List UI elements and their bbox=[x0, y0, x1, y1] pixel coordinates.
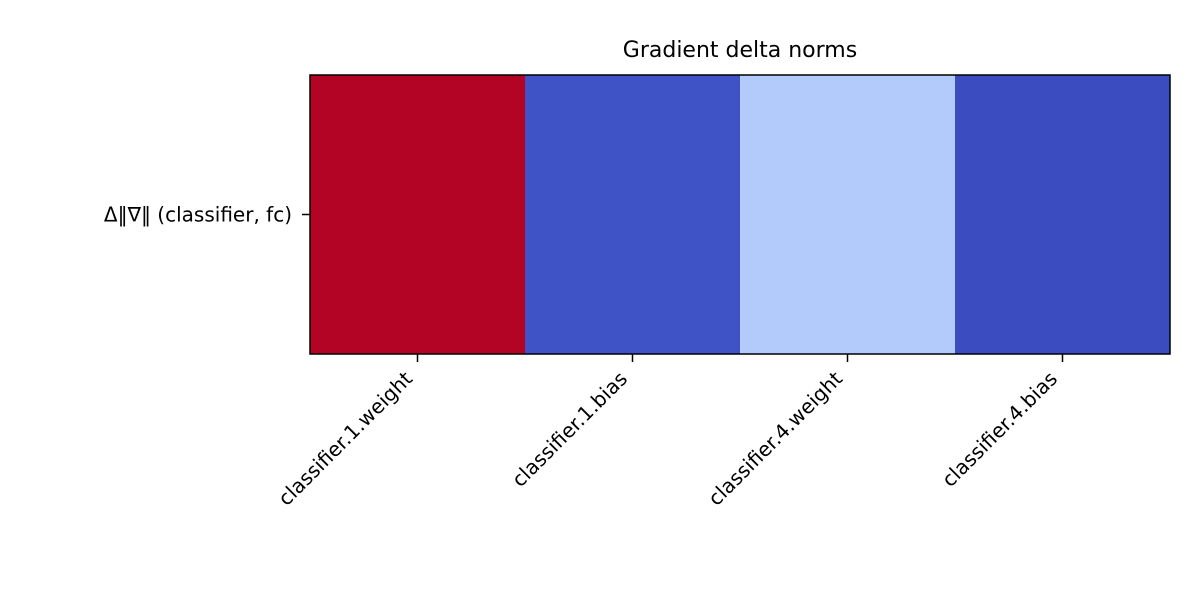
heatmap-cell-classifier-1-bias bbox=[525, 75, 741, 354]
heatmap-cells bbox=[310, 75, 1171, 354]
heatmap-cell-classifier-4-bias bbox=[955, 75, 1171, 354]
y-axis: Δ‖∇‖ (classifier, fc) bbox=[104, 203, 310, 227]
x-tick-label: classifier.1.bias bbox=[507, 367, 632, 492]
heatmap-cell-classifier-1-weight bbox=[310, 75, 526, 354]
chart-title: Gradient delta norms bbox=[623, 38, 857, 63]
y-tick-label: Δ‖∇‖ (classifier, fc) bbox=[104, 203, 292, 227]
x-tick-label: classifier.4.bias bbox=[937, 367, 1062, 492]
x-tick-label: classifier.1.weight bbox=[273, 366, 417, 510]
x-tick-label: classifier.4.weight bbox=[703, 366, 847, 510]
heatmap-cell-classifier-4-weight bbox=[740, 75, 956, 354]
x-axis: classifier.1.weight classifier.1.bias clas… bbox=[273, 354, 1064, 510]
